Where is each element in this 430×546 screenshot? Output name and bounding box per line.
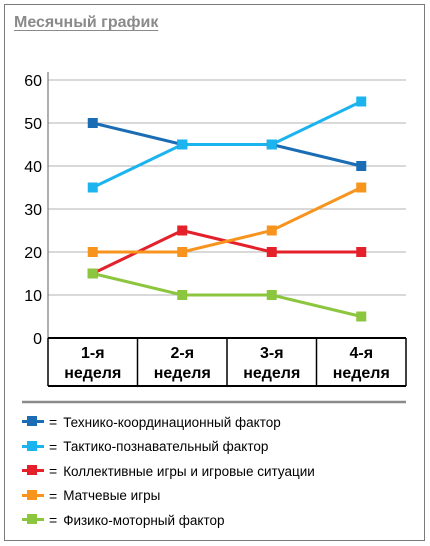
legend-item: = Коллективные игры и игровые ситуации <box>22 459 402 484</box>
data-point <box>87 182 98 193</box>
legend-item: = Физико-моторный фактор <box>22 508 402 533</box>
data-point <box>266 290 277 300</box>
data-point <box>266 247 277 257</box>
y-tick-label: 0 <box>33 331 42 348</box>
x-tick-label: 4-я <box>349 345 373 362</box>
y-tick-label: 20 <box>24 245 42 262</box>
x-tick-label: неделя <box>64 365 121 382</box>
legend-item: = Тактико-познавательный фактор <box>22 435 402 460</box>
legend-label: Технико-координационный фактор <box>63 414 281 430</box>
y-tick-label: 40 <box>24 159 42 176</box>
data-point <box>87 247 98 257</box>
y-tick-label: 60 <box>24 73 42 90</box>
x-tick-label: 2-я <box>170 345 194 362</box>
data-point <box>356 96 367 107</box>
x-tick-label: неделя <box>333 365 390 382</box>
x-tick-label: 1-я <box>81 345 105 362</box>
legend-label: Коллективные игры и игровые ситуации <box>63 463 315 479</box>
series-line <box>92 100 362 189</box>
legend-label: Матчевые игры <box>63 488 161 504</box>
x-tick-label: неделя <box>154 365 211 382</box>
legend-swatch <box>22 462 44 480</box>
data-point <box>266 139 277 150</box>
chart-title: Месячный график <box>14 14 159 31</box>
legend-equals: = <box>49 512 58 529</box>
legend-equals: = <box>49 414 58 431</box>
line-chart: 0 10 20 30 40 50 60 1-я неделя 2-я неделя 3-я неделя… <box>22 72 407 404</box>
data-point <box>177 247 188 257</box>
data-point <box>266 225 277 236</box>
data-point <box>87 268 98 279</box>
y-tick-label: 30 <box>24 202 42 219</box>
grid <box>48 79 406 296</box>
data-point <box>87 118 98 128</box>
y-tick-label: 50 <box>24 116 42 133</box>
chart-frame <box>4 4 425 541</box>
x-tick-label: неделя <box>243 365 300 382</box>
data-point <box>177 139 188 150</box>
legend-label: Тактико-познавательный фактор <box>63 439 269 455</box>
legend-equals: = <box>49 487 58 504</box>
legend-swatch <box>22 438 44 456</box>
data-point <box>356 247 367 257</box>
legend-swatch <box>22 487 44 505</box>
legend-equals: = <box>49 463 58 480</box>
legend-label: Физико-моторный фактор <box>63 512 225 528</box>
legend: = Технико-координационный фактор = Такти… <box>22 410 402 533</box>
data-point <box>177 290 188 300</box>
legend-equals: = <box>49 438 58 455</box>
data-point <box>356 161 367 171</box>
legend-swatch <box>22 511 44 529</box>
series <box>87 96 367 322</box>
x-tick-label: 3-я <box>260 345 284 362</box>
legend-item: = Технико-координационный фактор <box>22 410 402 435</box>
y-tick-label: 10 <box>24 288 42 305</box>
data-point <box>356 311 367 322</box>
axes: 0 10 20 30 40 50 60 1-я неделя 2-я неделя 3-я неделя… <box>22 72 407 404</box>
series-line <box>92 272 362 318</box>
data-point <box>356 182 367 193</box>
series-line <box>92 186 362 254</box>
legend-item: = Матчевые игры <box>22 484 402 509</box>
legend-swatch <box>22 413 44 431</box>
data-point <box>177 225 188 236</box>
